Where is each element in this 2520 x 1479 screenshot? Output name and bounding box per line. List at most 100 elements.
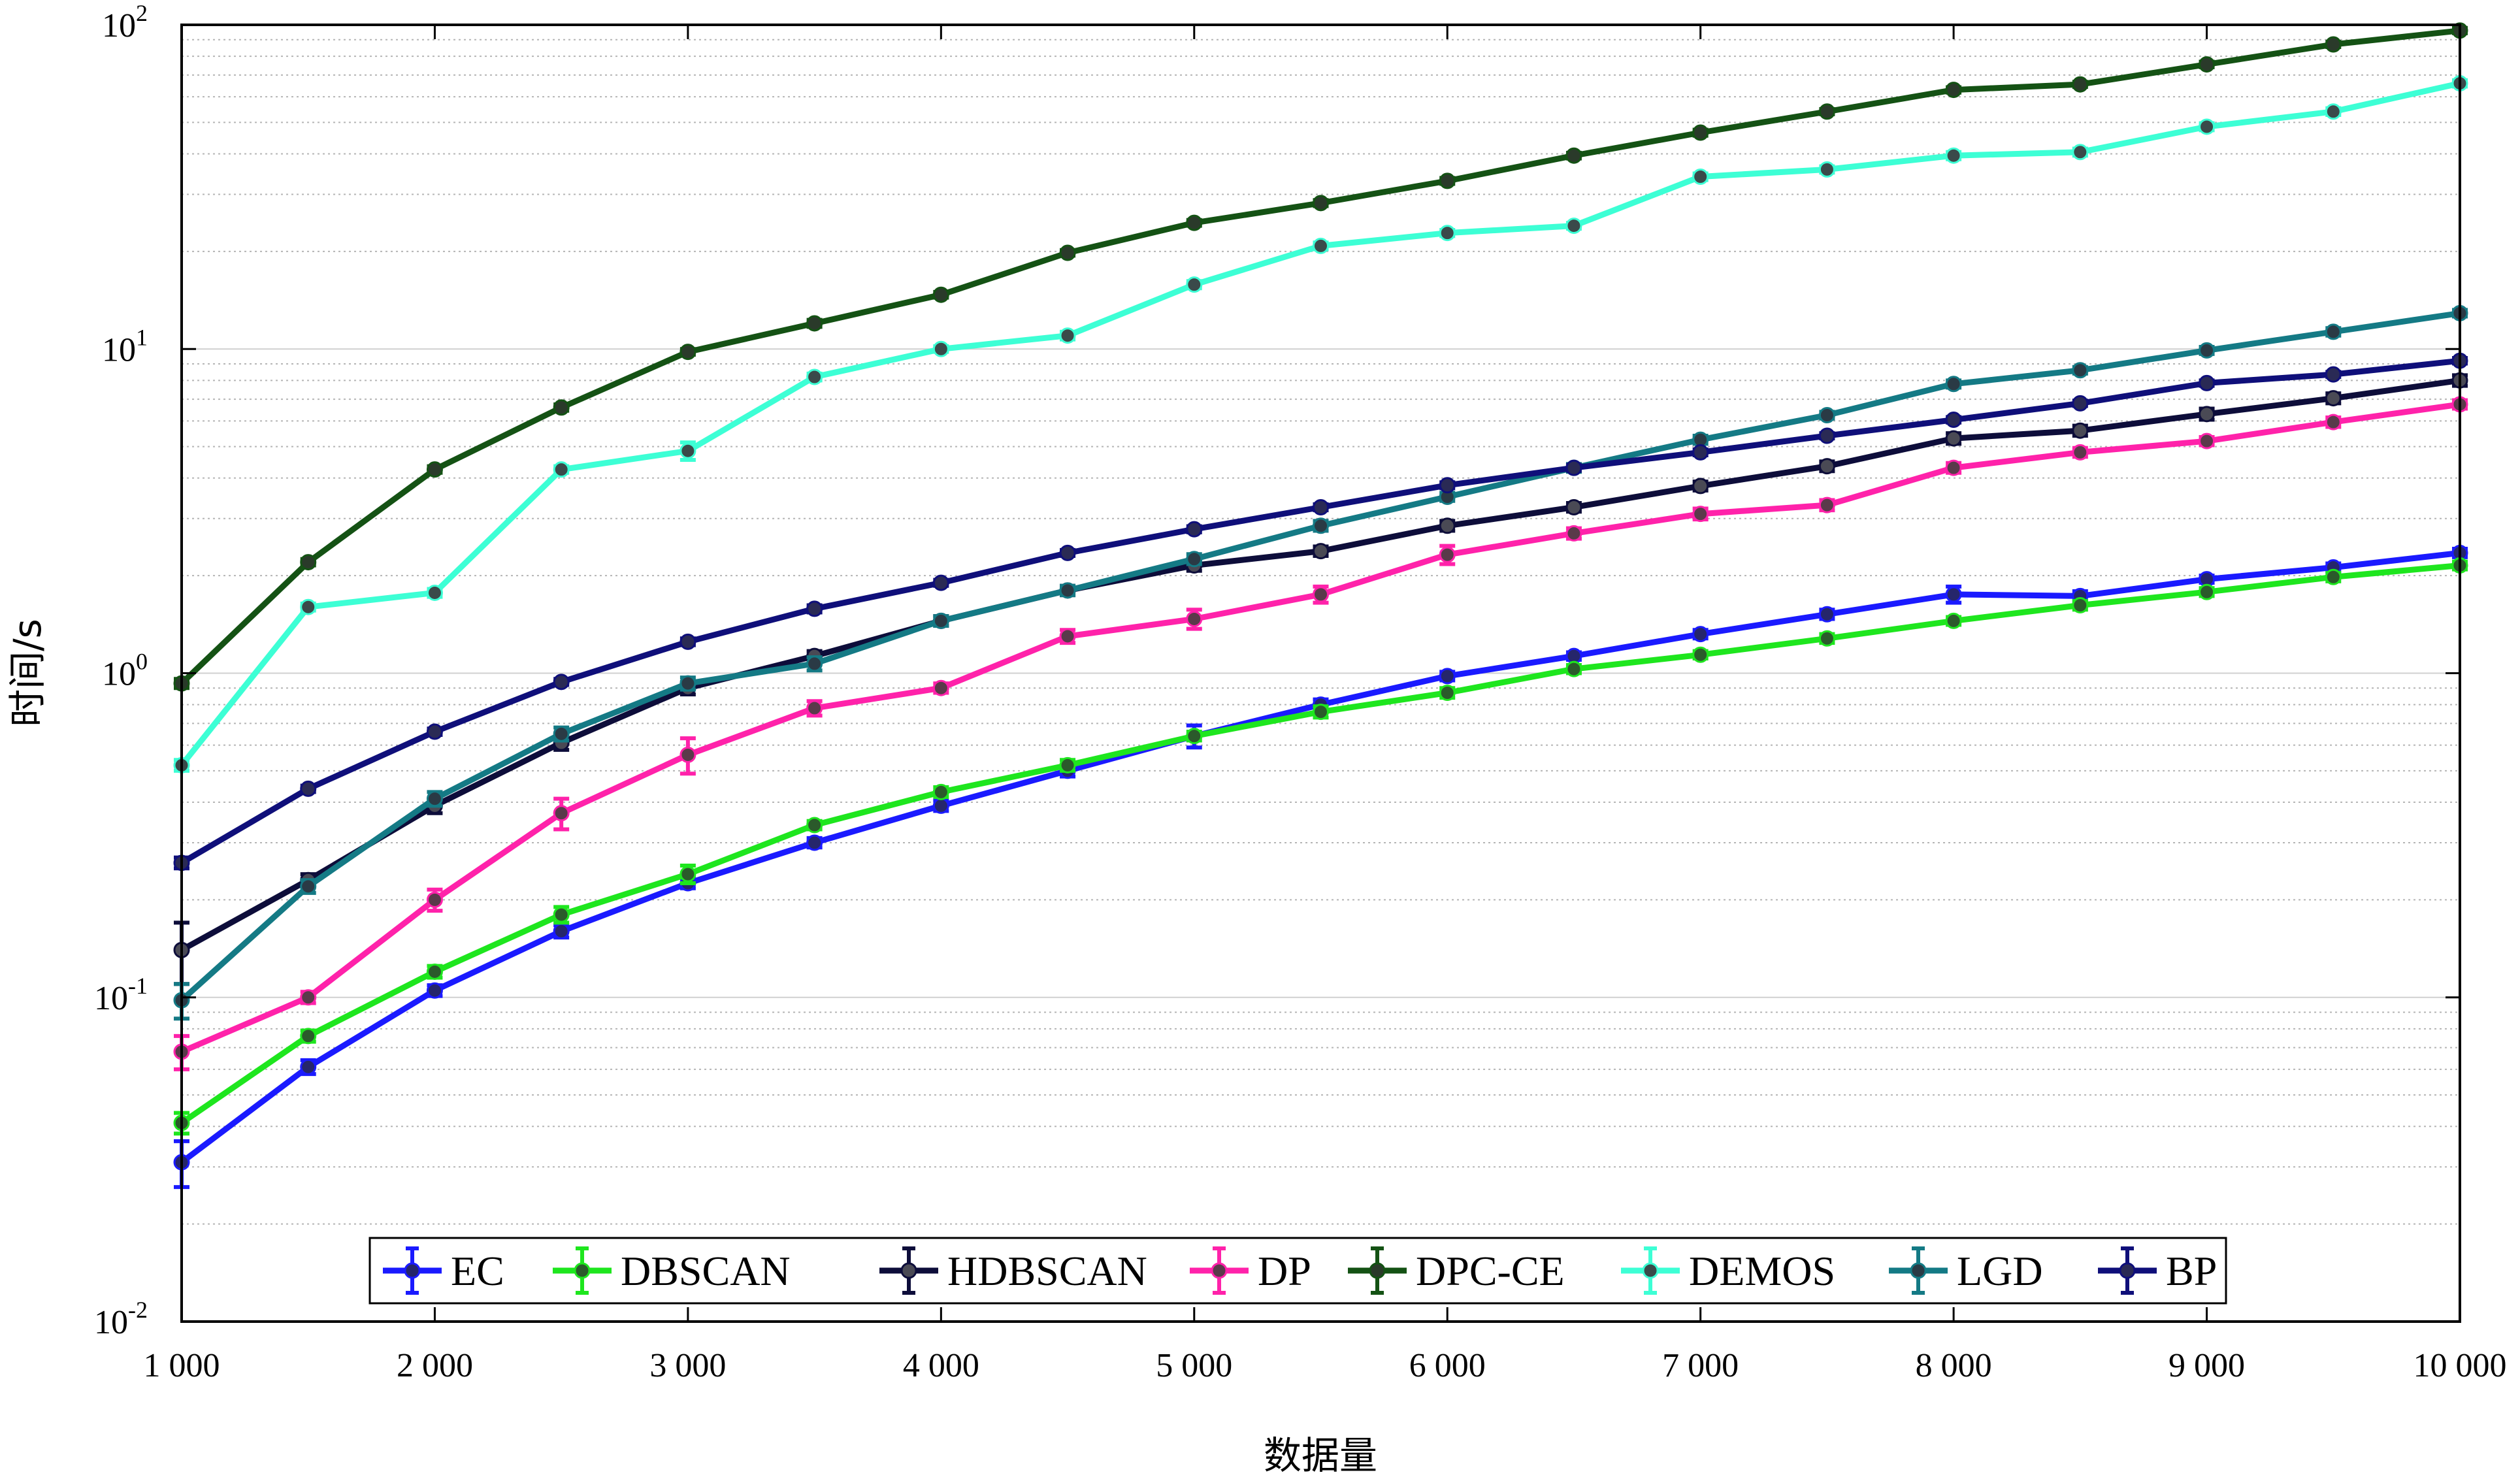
legend-label: EC: [451, 1248, 504, 1294]
data-point: [1313, 704, 1329, 721]
data-point: [1059, 628, 1076, 645]
data-point: [1186, 521, 1203, 538]
data-point: [1565, 525, 1582, 542]
data-point: [2199, 374, 2216, 391]
legend-label: DBSCAN: [621, 1248, 791, 1294]
data-point: [806, 834, 823, 851]
data-point: [2072, 362, 2089, 379]
data-point: [1818, 630, 1835, 647]
data-point: [426, 723, 443, 740]
x-tick-label: 10 000: [2414, 1347, 2507, 1384]
series-dpc-ce: [173, 22, 2468, 692]
legend-item-dp: DP: [1190, 1246, 1311, 1295]
data-point: [553, 906, 570, 923]
x-tick-label: 4 000: [903, 1347, 979, 1384]
data-point: [1945, 612, 1962, 629]
data-point: [1439, 685, 1456, 702]
legend-item-bp: BP: [2098, 1246, 2217, 1295]
legend-item-dbscan: DBSCAN: [553, 1246, 791, 1295]
data-point: [553, 461, 570, 478]
data-point: [1945, 430, 1962, 447]
y-tick-label: 101: [102, 324, 148, 368]
legend-label: BP: [2166, 1248, 2217, 1294]
data-point: [1818, 407, 1835, 424]
legend-label: HDBSCAN: [947, 1248, 1147, 1294]
data-point: [426, 891, 443, 908]
data-point: [932, 286, 949, 303]
data-point: [1945, 376, 1962, 393]
legend-label: DPC-CE: [1416, 1248, 1565, 1294]
data-point: [300, 554, 317, 571]
data-point: [806, 600, 823, 617]
x-tick-label: 7 000: [1662, 1347, 1739, 1384]
data-point: [1818, 458, 1835, 475]
data-point: [2072, 395, 2089, 412]
data-point: [2072, 76, 2089, 93]
data-point: [1186, 214, 1203, 231]
data-point: [1818, 606, 1835, 623]
data-point: [1818, 496, 1835, 513]
data-point: [679, 442, 696, 459]
data-point: [806, 817, 823, 834]
data-point: [2325, 390, 2342, 407]
x-tick-label: 6 000: [1409, 1347, 1486, 1384]
y-tick-label: 102: [102, 0, 148, 44]
data-point: [426, 982, 443, 999]
x-tick-label: 3 000: [649, 1347, 726, 1384]
data-point: [1059, 244, 1076, 261]
data-point: [2325, 103, 2342, 120]
x-tick-label: 5 000: [1156, 1347, 1232, 1384]
data-point: [2325, 568, 2342, 585]
data-point: [1059, 327, 1076, 344]
x-tick-label: 9 000: [2168, 1347, 2245, 1384]
data-point: [426, 584, 443, 601]
axis-ticks: 10-2 10-1 100 101 102 1 000 2 000 3 000 4 000 5 0…: [94, 0, 2507, 1384]
data-point: [679, 633, 696, 650]
legend-swatch-marker: [1211, 1262, 1228, 1279]
data-point: [2199, 56, 2216, 73]
data-point: [1945, 459, 1962, 476]
data-point: [1945, 412, 1962, 429]
x-tick-label: 8 000: [1916, 1347, 1992, 1384]
data-point: [806, 368, 823, 385]
data-point: [426, 790, 443, 807]
data-point: [932, 612, 949, 629]
data-point: [553, 922, 570, 939]
data-point: [1692, 646, 1709, 663]
data-point: [1565, 660, 1582, 677]
data-point: [1818, 103, 1835, 120]
legend-label: DP: [1258, 1248, 1311, 1294]
data-point: [553, 399, 570, 416]
data-point: [2325, 36, 2342, 53]
x-axis-title: 数据量: [1264, 1433, 1377, 1478]
data-point: [1945, 147, 1962, 164]
data-point: [553, 805, 570, 822]
data-point: [806, 700, 823, 717]
data-point: [1692, 124, 1709, 141]
legend-swatch-marker: [574, 1262, 591, 1279]
data-point: [2199, 406, 2216, 423]
data-point: [1186, 551, 1203, 568]
y-tick-label: 10-1: [94, 973, 148, 1017]
data-point: [1059, 544, 1076, 561]
data-point: [1313, 543, 1329, 560]
data-point: [1692, 478, 1709, 495]
data-point: [1945, 82, 1962, 99]
data-point: [1692, 444, 1709, 461]
data-point: [1313, 498, 1329, 515]
legend: EC DBSCAN HDBSCAN DP DPC-CE DEMOS LGD BP: [368, 1237, 2227, 1305]
legend-item-hdbscan: HDBSCAN: [879, 1246, 1147, 1295]
data-point: [1692, 626, 1709, 643]
legend-swatch-marker: [1369, 1262, 1386, 1279]
data-point: [1692, 169, 1709, 186]
data-point: [300, 598, 317, 615]
data-point: [1945, 586, 1962, 603]
series-layer: [173, 22, 2468, 1190]
data-point: [1818, 161, 1835, 178]
data-point: [426, 461, 443, 478]
data-point: [679, 344, 696, 361]
data-point: [1439, 668, 1456, 685]
series-hdbscan: [173, 372, 2468, 986]
data-point: [1186, 276, 1203, 293]
